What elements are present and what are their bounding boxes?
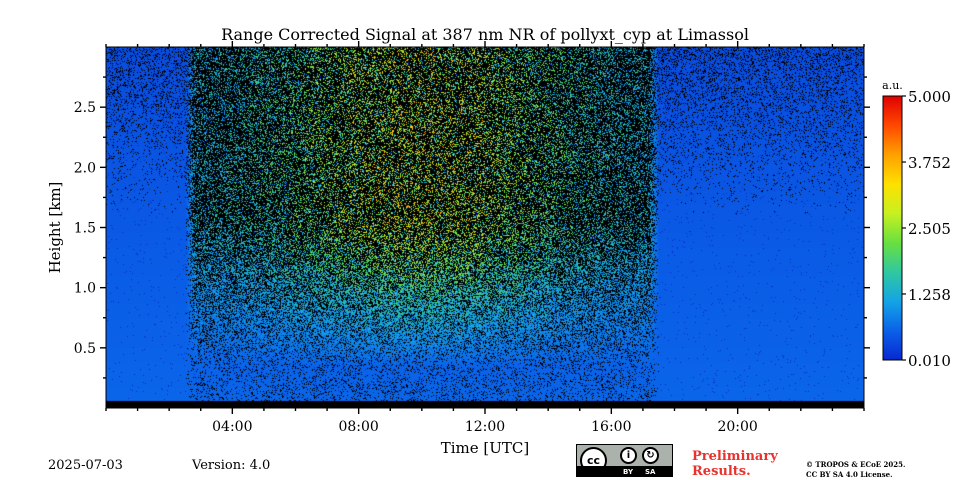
x-tick-label: 16:00 [591, 419, 631, 435]
copyright-notice: © TROPOS & ECoE 2025. CC BY SA 4.0 Licen… [806, 460, 956, 480]
y-tick-label: 0.5 [74, 341, 96, 357]
colorbar-tick-label: 5.000 [908, 88, 951, 106]
date-label: 2025-07-03 [48, 458, 123, 473]
x-tick-label: 12:00 [465, 419, 505, 435]
plot-area [106, 47, 864, 408]
x-tick-label: 08:00 [338, 419, 378, 435]
heatmap-image [106, 47, 864, 408]
colorbar-unit-label: a.u. [882, 79, 903, 92]
share-alike-icon: ↻ [642, 447, 659, 464]
copyright-line-1: © TROPOS & ECoE 2025. [806, 460, 906, 469]
license-strip: BY SA [577, 466, 672, 476]
colorbar-tick-label: 3.752 [908, 154, 951, 172]
axes: 04:00 08:00 12:00 16:00 20:00 0.5 1.0 1.5 2.0 2.5… [46, 41, 870, 457]
preliminary-results-label: Preliminary Results. [692, 449, 778, 479]
y-tick-label: 2.5 [74, 100, 96, 116]
colorbar-tick-label: 2.505 [908, 220, 951, 238]
colorbar-gradient [882, 95, 903, 361]
cc-by-sa-icon: cc i ↻ BY SA [576, 444, 673, 477]
license-by-text: BY [623, 468, 634, 476]
license-sa-text: SA [645, 468, 656, 476]
colorbar: a.u. 0.010 1.258 2.505 3.752 5.000 [882, 79, 951, 370]
y-axis-label: Height [km] [46, 182, 64, 274]
version-label: Version: 4.0 [192, 458, 271, 473]
x-tick-label: 20:00 [717, 419, 757, 435]
x-tick-label: 04:00 [212, 419, 252, 435]
colorbar-tick-label: 1.258 [908, 286, 951, 304]
copyright-line-2: CC BY SA 4.0 License. [806, 470, 893, 479]
colorbar-tick-label: 0.010 [908, 352, 951, 370]
y-tick-label: 1.5 [74, 221, 96, 237]
attribution-icon: i [620, 447, 637, 464]
x-axis-label: Time [UTC] [441, 439, 530, 457]
chart-title: Range Corrected Signal at 387 nm NR of p… [221, 25, 749, 44]
y-tick-label: 1.0 [74, 281, 96, 297]
y-tick-label: 2.0 [74, 160, 96, 176]
